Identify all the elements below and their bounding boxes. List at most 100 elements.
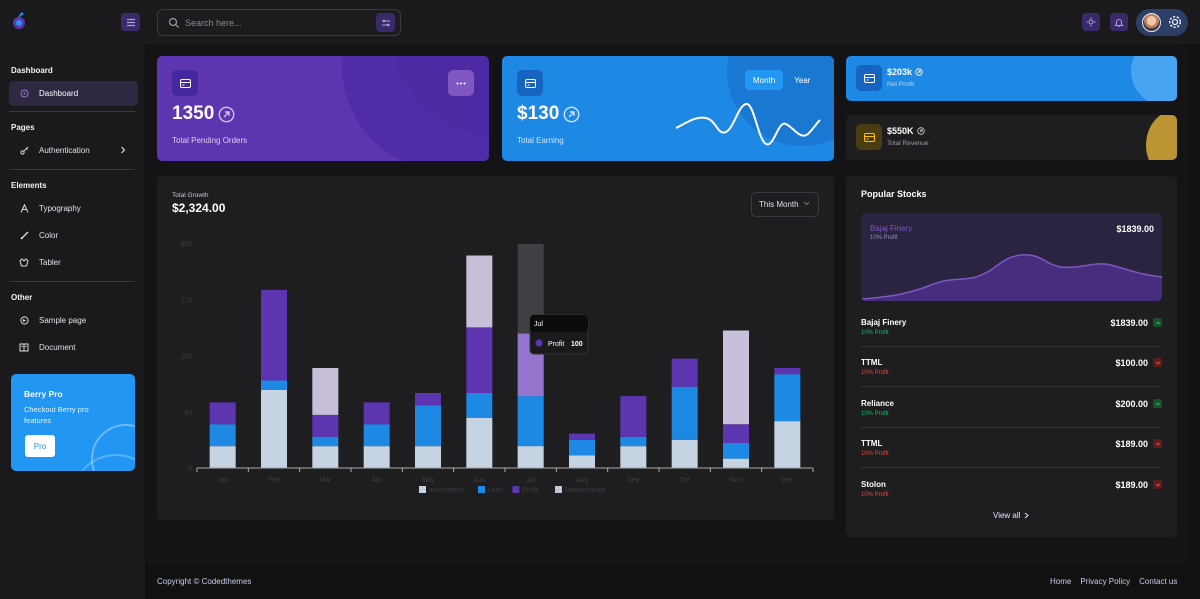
dashboard-icon — [9, 89, 39, 98]
chevron-right-icon — [1025, 512, 1030, 519]
bar-profit — [569, 433, 595, 440]
bar-loss — [671, 386, 698, 440]
bar-profit — [620, 396, 647, 437]
footer-link-privacy[interactable]: Privacy Policy — [1080, 577, 1131, 586]
sidebar-item-label: Document — [39, 343, 76, 352]
stock-value: $200.00 — [1115, 399, 1148, 409]
y-tick-label: 270 — [180, 297, 192, 304]
bar-investment — [774, 421, 801, 468]
bell-icon — [1114, 19, 1124, 27]
bar-loss — [620, 436, 647, 447]
divider — [861, 386, 1162, 387]
x-tick-label: Apr — [371, 477, 383, 484]
divider — [861, 346, 1162, 347]
bar-profit — [466, 327, 493, 393]
footer-link-contact[interactable]: Contact us — [1139, 577, 1178, 586]
card-icon-box — [517, 70, 543, 96]
bar-maintenance — [723, 330, 749, 425]
sidebar-item-tabler[interactable]: Tabler — [9, 250, 138, 275]
chevron-right-icon — [121, 146, 126, 154]
bar-loss — [723, 443, 749, 459]
total-revenue-card: $550K Total Revenue — [846, 115, 1177, 160]
card-icon-box — [856, 65, 882, 91]
legend-label: Investment — [429, 487, 463, 494]
sidebar-item-label: Dashboard — [39, 89, 79, 98]
stock-area-chart — [861, 254, 1162, 301]
pending-orders-value-wrap: 1350 — [172, 103, 235, 125]
top-header — [0, 0, 1200, 44]
decorative-bubble — [1146, 115, 1177, 160]
stock-name: Reliance — [861, 399, 894, 408]
profile-button[interactable] — [1136, 9, 1188, 36]
y-tick-label: 180 — [180, 354, 192, 361]
logo-icon[interactable] — [11, 12, 27, 30]
x-tick-label: Sep — [627, 477, 640, 484]
card-icon-box — [856, 124, 882, 150]
arrow-up-right-icon — [218, 106, 235, 122]
tooltip-series: Profit — [548, 341, 564, 348]
section-title-pages: Pages — [11, 123, 35, 132]
divider — [9, 111, 135, 112]
x-tick-label: Oct — [679, 477, 690, 484]
bar-loss — [466, 393, 493, 418]
avatar — [1142, 13, 1161, 32]
x-tick-label: May — [421, 477, 435, 484]
x-tick-label: Jun — [474, 477, 485, 484]
bar-profit — [363, 402, 390, 425]
pending-orders-label: Total Pending Orders — [172, 136, 248, 145]
year-toggle-button[interactable]: Year — [786, 70, 818, 90]
bar-maintenance — [312, 368, 339, 415]
bar-investment — [415, 446, 441, 468]
menu-icon — [126, 18, 135, 26]
sidebar-item-document[interactable]: Document — [9, 335, 138, 360]
stock-row[interactable]: Stolon 10% Profit $189.00 — [861, 480, 1162, 520]
bar-profit — [261, 289, 287, 381]
sidebar-item-authentication[interactable]: Authentication — [9, 138, 138, 163]
chevron-up-icon — [1153, 318, 1162, 327]
bar-investment — [620, 446, 647, 468]
arrow-up-right-icon — [916, 127, 925, 135]
stock-row[interactable]: Bajaj Finery 10% Profit $1839.00 — [861, 318, 1162, 358]
legend-label: Maintenance — [565, 487, 605, 494]
view-all-label: View all — [993, 511, 1021, 520]
more-options-button[interactable] — [448, 70, 474, 96]
bar-investment — [517, 446, 544, 468]
pending-orders-value: 1350 — [172, 103, 215, 124]
search-filter-button[interactable] — [376, 13, 395, 32]
decorative-ring — [71, 454, 135, 471]
adjustments-icon — [381, 19, 390, 26]
sidebar-item-sample-page[interactable]: Sample page — [9, 308, 138, 333]
total-revenue-value: $550K — [887, 126, 914, 136]
stock-row[interactable]: TTML 10% Profit $100.00 — [861, 358, 1162, 398]
tooltip-marker — [535, 339, 543, 347]
month-toggle-button[interactable]: Month — [745, 70, 784, 90]
period-toggle: Month Year — [745, 70, 818, 90]
sidebar-item-typography[interactable]: Typography — [9, 196, 138, 221]
bar-investment — [466, 418, 493, 468]
stock-name: TTML — [861, 358, 883, 367]
pro-button[interactable]: Pro — [25, 435, 55, 457]
menu-toggle-button[interactable] — [121, 13, 140, 31]
growth-total: $2,324.00 — [172, 201, 226, 215]
stock-row[interactable]: Reliance 10% Profit $200.00 — [861, 399, 1162, 439]
theme-toggle-button[interactable] — [1082, 13, 1100, 31]
bar-loss — [569, 439, 595, 456]
total-growth-panel: Total Growth $2,324.00 This Month 0 90 180… — [157, 176, 834, 520]
x-tick-label: Jan — [217, 477, 228, 484]
sidebar-item-label: Tabler — [39, 258, 61, 267]
credit-card-icon — [863, 132, 875, 142]
view-all-link[interactable]: View all — [993, 511, 1030, 520]
sun-icon — [1086, 17, 1096, 27]
divider — [861, 427, 1162, 428]
earning-label: Total Earning — [517, 136, 564, 145]
footer-link-home[interactable]: Home — [1050, 577, 1072, 586]
bar-loss — [774, 374, 801, 422]
sidebar-item-dashboard[interactable]: Dashboard — [9, 81, 138, 106]
popular-stocks-panel: Popular Stocks Bajaj Finery 10% Profit $… — [846, 176, 1177, 537]
period-select[interactable]: This Month — [751, 192, 819, 217]
stocks-title: Popular Stocks — [861, 189, 927, 199]
stock-row[interactable]: TTML 10% Profit $189.00 — [861, 439, 1162, 479]
sidebar-item-color[interactable]: Color — [9, 223, 138, 248]
notifications-button[interactable] — [1110, 13, 1128, 31]
search-input[interactable] — [185, 14, 370, 32]
